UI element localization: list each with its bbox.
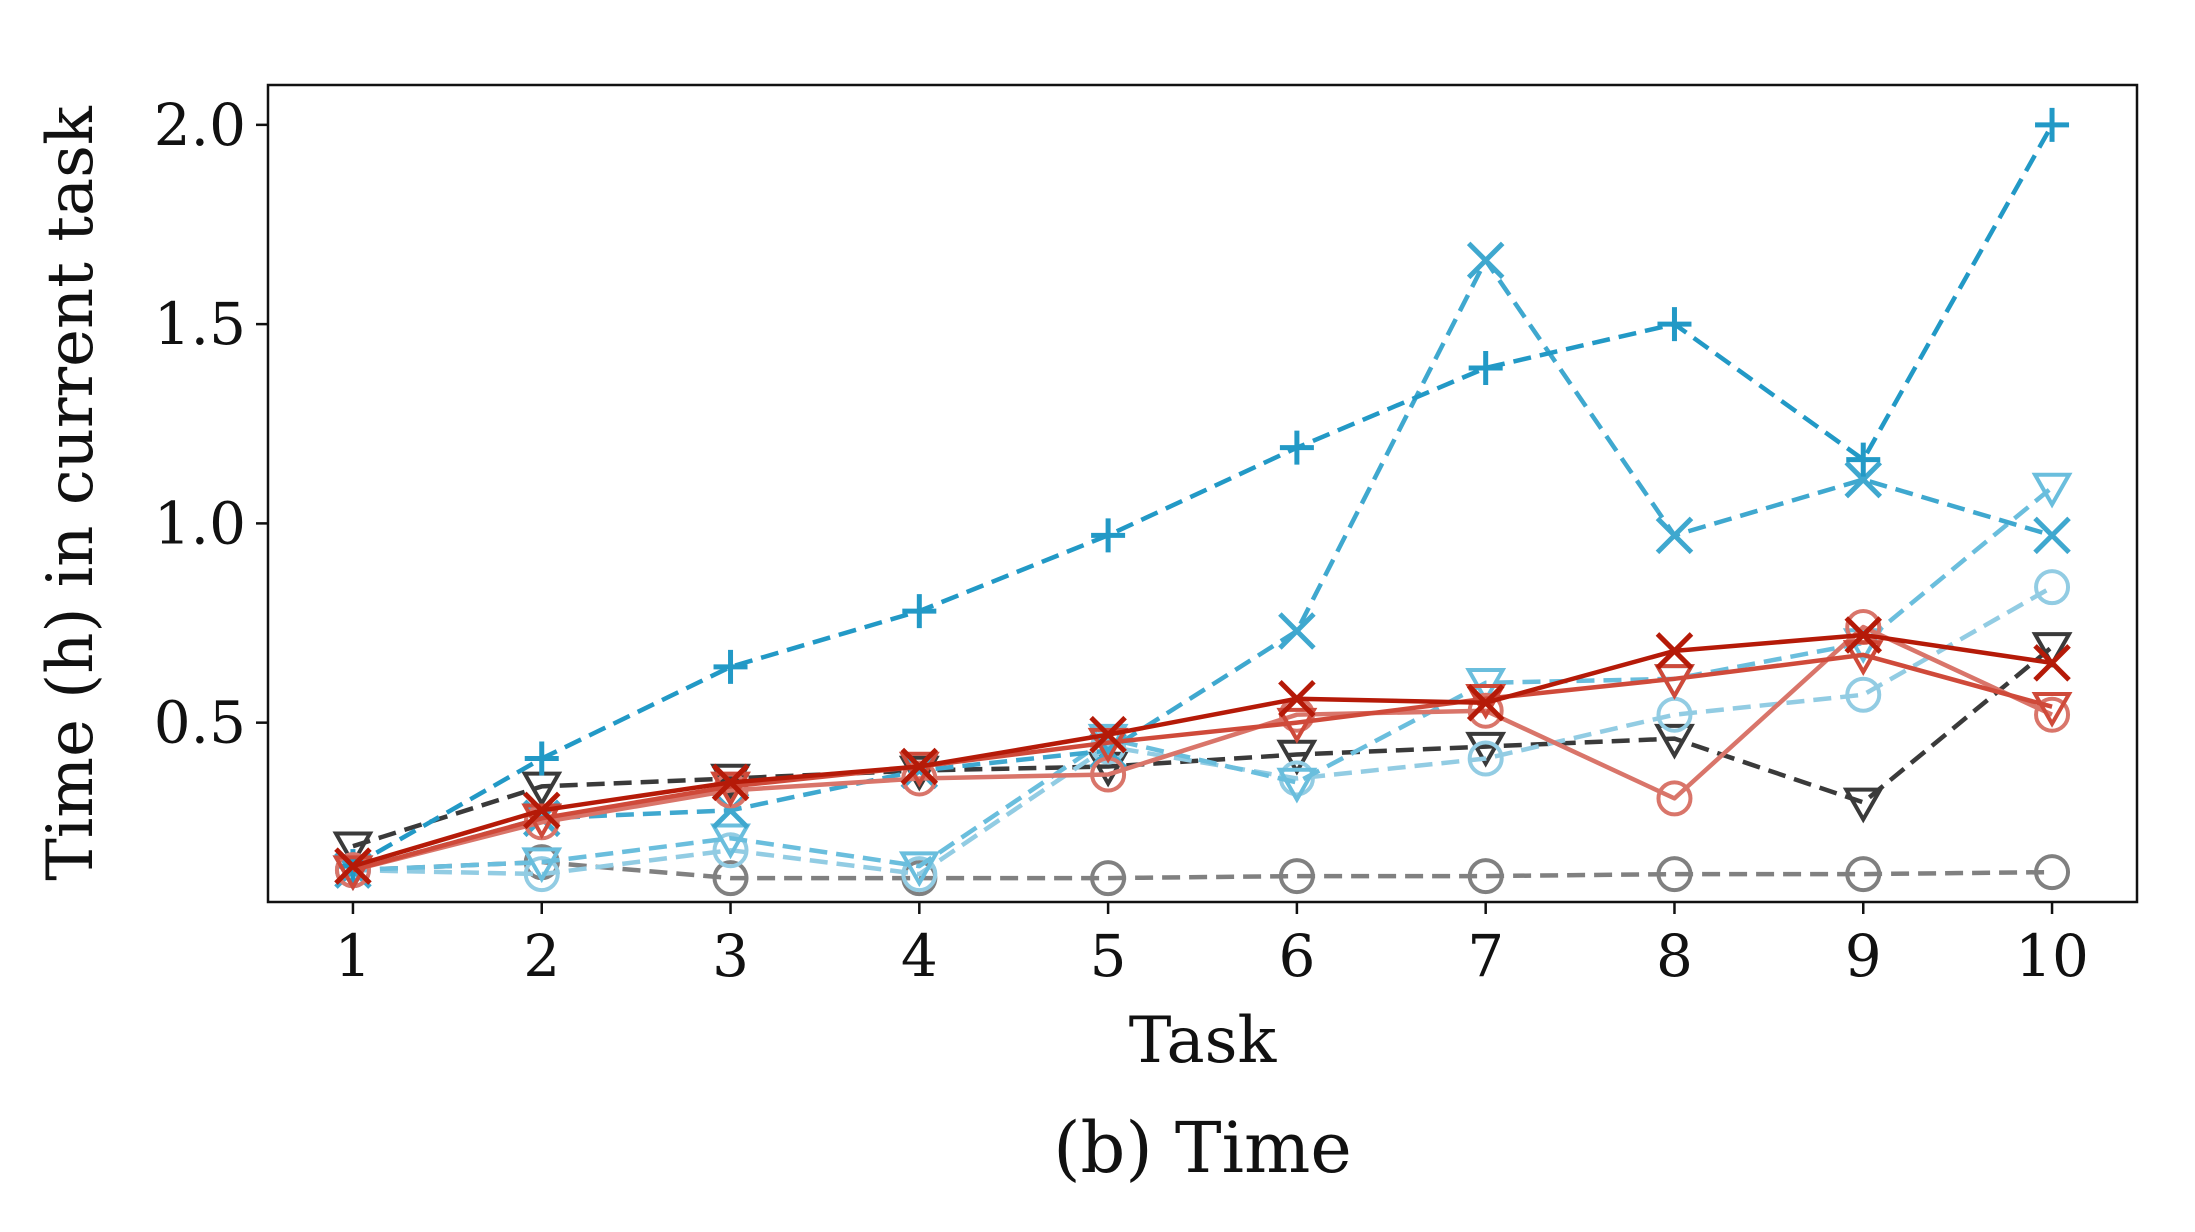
series-2 [332,632,2073,868]
series-7 [334,609,2071,889]
data-point-triangle [2031,632,2073,668]
data-point-circle [523,856,560,893]
data-point-plus [1468,350,1503,385]
x-tick-label: 8 [1656,922,1693,990]
series-9 [334,616,2071,885]
data-point-x [1466,683,1505,722]
x-tick-label: 6 [1278,922,1315,990]
data-point-x [1278,679,1316,718]
data-point-x [1655,632,1694,670]
series-line [351,123,2055,869]
data-point-plus [902,594,937,629]
x-tick-label: 7 [1467,922,1504,990]
data-point-plus [713,649,748,684]
series-line [352,652,2053,873]
series-line [352,258,2053,873]
data-point-circle [2034,854,2071,891]
data-point-circle [1845,856,1882,893]
data-point-triangle [2031,472,2073,509]
data-point-triangle [710,823,751,860]
data-point-x [1466,241,1505,280]
x-tick-label: 3 [712,922,749,990]
data-point-x [522,791,561,830]
data-point-x [900,751,939,790]
data-point-x [900,747,939,786]
data-point-circle [712,832,749,869]
data-point-circle [2034,569,2071,606]
y-tick-label: 1.0 [154,489,246,557]
data-point-x [2033,644,2071,682]
data-point-x [2033,516,2071,555]
data-point-circle [1090,860,1127,897]
data-point-x [1655,516,1694,555]
data-point-triangle [1654,723,1695,760]
series-line [352,485,2054,873]
data-point-plus [1846,442,1881,477]
data-point-plus [1279,430,1314,465]
x-tick-label: 10 [2015,922,2089,990]
data-point-circle [1467,692,1504,729]
y-axis-label: Time (h) in current task [34,105,108,881]
plot-frame [266,83,2139,904]
series-line [352,645,2054,849]
data-point-circle [1278,858,1315,895]
y-axis: 0.5 1.0 1.5 2.0 [154,91,268,757]
y-tick-label: 1.5 [154,290,246,358]
data-point-x [1278,612,1316,650]
data-point-circle [1656,856,1693,893]
x-tick-label: 4 [901,922,938,990]
x-tick-label: 1 [335,922,372,990]
data-point-x [1089,715,1127,754]
data-point-x [334,847,372,885]
data-point-triangle [1276,707,1318,744]
data-point-triangle [1842,640,1884,676]
data-point-triangle [1465,731,1507,768]
x-tick-label: 5 [1090,922,1127,990]
series-line [352,632,2053,869]
figure-caption: (b) Time [1053,1107,1352,1189]
y-tick-label: 0.5 [154,689,246,757]
data-point-triangle [521,847,563,884]
data-point-plus [524,741,559,776]
data-point-circle [2034,696,2071,733]
series-line [352,859,2053,881]
series-4 [332,472,2073,892]
data-point-triangle [332,831,374,868]
x-axis: 1 2 3 4 5 6 7 8 9 10 [335,902,2089,990]
series-line [352,624,2053,873]
data-point-triangle [1654,664,1695,700]
data-point-circle [1656,780,1693,817]
x-tick-label: 2 [523,922,560,990]
data-point-triangle [898,851,940,888]
y-tick-label: 2.0 [154,91,246,159]
data-point-triangle [2031,691,2073,728]
data-point-circle [712,860,749,897]
data-point-x [1844,616,1883,654]
data-point-triangle [1842,787,1884,824]
data-point-circle [1467,858,1504,895]
data-point-circle [901,856,938,893]
data-point-x [711,763,750,802]
x-axis-label: Task [1129,1004,1278,1078]
data-point-x [1844,460,1883,499]
data-point-plus [1091,518,1126,553]
x-tick-label: 9 [1845,922,1882,990]
data-point-triangle [1276,767,1318,804]
series-5 [334,241,2071,889]
data-point-plus [1657,307,1692,342]
chart-series-layer [332,107,2073,897]
data-point-circle [901,760,938,797]
data-point-plus [2035,107,2070,142]
data-point-circle [1845,676,1882,713]
data-point-circle [1467,740,1504,777]
